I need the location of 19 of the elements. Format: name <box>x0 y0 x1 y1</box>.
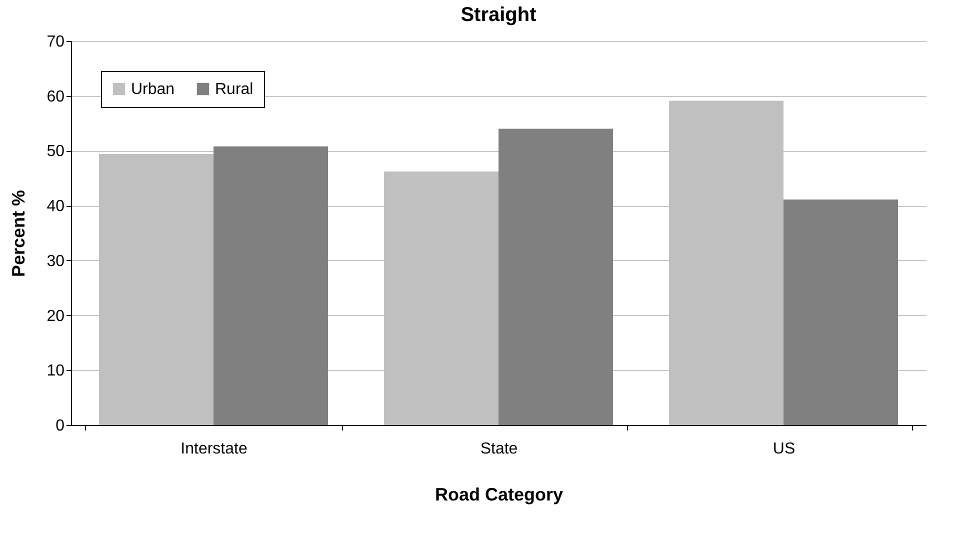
y-tick-label: 30 <box>46 252 65 270</box>
y-tick-label: 50 <box>46 143 65 160</box>
x-tick-label: Interstate <box>180 440 248 458</box>
y-tick-label: 60 <box>46 88 65 106</box>
x-axis-title: Road Category <box>434 484 564 504</box>
y-tick-label: 0 <box>56 418 65 434</box>
chart-title: Straight <box>460 4 537 26</box>
y-tick-label: 10 <box>46 362 65 380</box>
bar <box>784 200 898 425</box>
y-axis-title: Percent % <box>8 190 29 278</box>
x-tick-label: US <box>772 440 796 458</box>
legend-label: Rural <box>215 81 254 98</box>
y-tick-label: 70 <box>46 34 65 50</box>
y-tick-label: 20 <box>46 308 65 325</box>
bar <box>214 146 328 425</box>
x-tick-label: State <box>480 440 518 458</box>
legend-label: Urban <box>131 81 175 98</box>
y-tick-label: 40 <box>46 198 65 216</box>
bar <box>498 128 614 425</box>
